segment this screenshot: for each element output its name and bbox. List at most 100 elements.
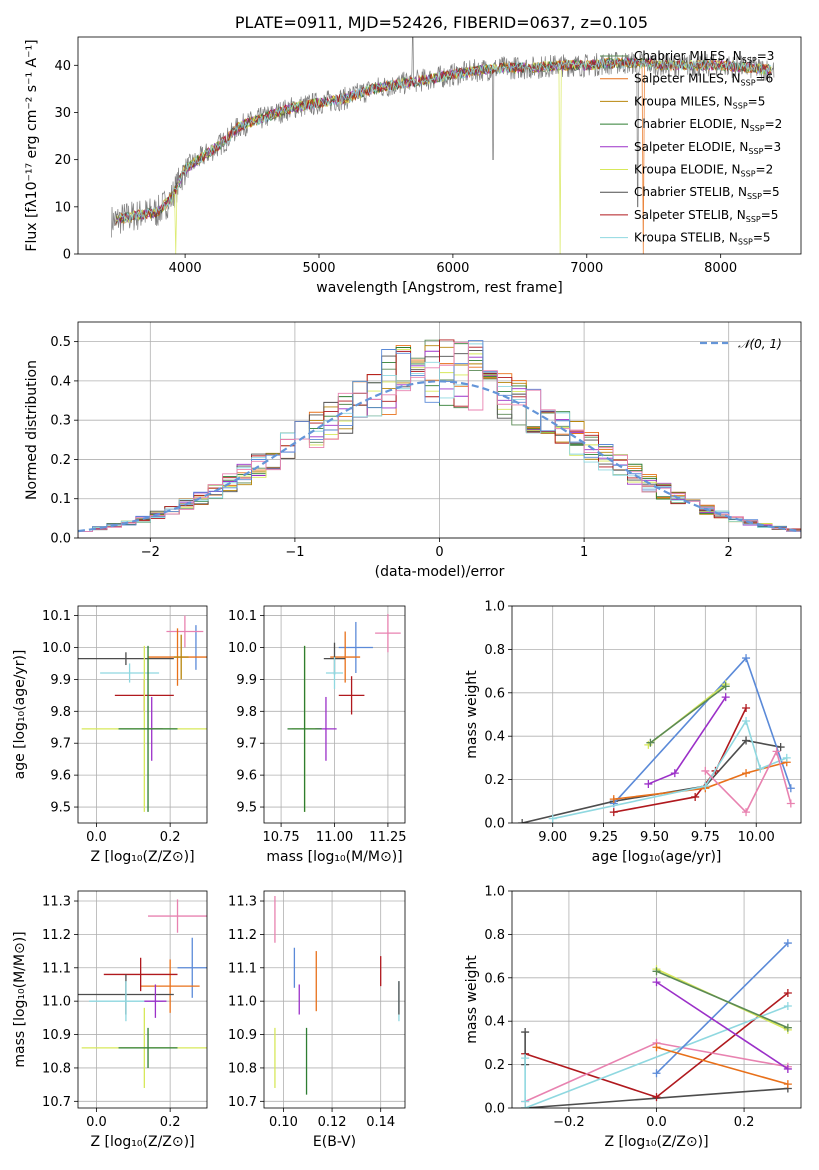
y-tick-label: 9.5 — [236, 801, 257, 816]
series-marker — [652, 1043, 661, 1052]
y-tick-label: 11.3 — [228, 895, 257, 910]
x-tick-label: −2 — [141, 545, 160, 560]
series-marker — [742, 717, 751, 726]
series-marker — [742, 654, 751, 663]
y-tick-label: 0.0 — [50, 532, 71, 547]
y-tick-label: 10.1 — [42, 609, 71, 624]
mass_vs_Z-panel: 0.0 0.2 10.7 10.8 10.9 11.0 11.1 11.2 11.3 Z [log… — [12, 890, 208, 1150]
series-marker — [742, 808, 751, 817]
data-point — [100, 663, 160, 683]
residuals-x-axis-label: (data-model)/error — [375, 564, 505, 580]
series-marker — [609, 795, 618, 804]
y-tick-label: 0.3 — [50, 414, 71, 429]
x-tick-label: 0.14 — [366, 1115, 395, 1130]
series-marker — [721, 693, 730, 702]
massweight_vs_age-panel: 9.00 9.25 9.50 9.75 10.00 0.0 0.2 0.4 0.6 0.8 1.0 a… — [464, 600, 802, 865]
series-marker — [548, 814, 557, 823]
y-tick-label: 9.6 — [50, 769, 71, 784]
observed-spectrum-line — [111, 37, 775, 238]
spectrum-plot-area — [111, 37, 775, 254]
legend-label: Salpeter STELIB, NSSP=5 — [634, 208, 778, 224]
massweight_vs_Z-y-axis-label: mass weight — [464, 955, 480, 1044]
data-point — [118, 1027, 178, 1068]
y-tick-label: 0.4 — [50, 374, 71, 389]
x-tick-label: 0.2 — [160, 1115, 181, 1130]
y-tick-label: 0.4 — [484, 730, 505, 745]
series-marker — [701, 782, 710, 791]
y-tick-label: 0.2 — [484, 773, 505, 788]
y-tick-label: 10.1 — [228, 609, 257, 624]
x-tick-label: 0.2 — [160, 830, 181, 845]
age_vs_Z-y-axis-label: age [log₁₀(age/yr)] — [12, 650, 28, 780]
data-point — [375, 613, 401, 653]
y-tick-label: 11.0 — [228, 995, 257, 1010]
residuals-y-axis-label: Normed distribution — [24, 360, 40, 500]
series-line — [656, 970, 789, 1029]
series-marker — [609, 808, 618, 817]
massweight_vs_age-y-axis-label: mass weight — [464, 670, 480, 759]
series-marker — [521, 1054, 530, 1063]
spectrum-legend: Chabrier MILES, NSSP=3 Salpeter MILES, NS… — [600, 49, 782, 247]
series-marker — [786, 784, 795, 793]
y-tick-label: 11.1 — [228, 961, 257, 976]
series-marker — [782, 753, 791, 762]
x-tick-label: 0.12 — [318, 1115, 347, 1130]
series-line — [656, 1046, 789, 1085]
series-marker — [783, 1023, 792, 1032]
series-marker — [756, 764, 765, 773]
x-tick-label: 0.0 — [86, 830, 107, 845]
y-tick-label: 0.6 — [484, 686, 505, 701]
y-tick-label: 11.3 — [42, 895, 71, 910]
series-line — [524, 1005, 789, 1108]
model-spectrum-line — [115, 56, 772, 254]
data-point — [338, 621, 373, 674]
series-marker — [701, 766, 710, 775]
data-point — [287, 645, 322, 812]
residual-histogram — [78, 341, 801, 538]
age_vs_Z-plot-area — [78, 615, 207, 812]
data-point — [177, 937, 207, 998]
series-marker — [742, 703, 751, 712]
x-tick-label: 9.50 — [640, 830, 669, 845]
y-tick-label: 20 — [54, 153, 71, 168]
y-tick-label: 0.2 — [484, 1058, 505, 1073]
series-marker — [652, 1069, 661, 1078]
residuals-panel: −2 −1 0 1 2 0.0 0.1 0.2 0.3 0.4 0.5 (data-model)/er… — [24, 321, 802, 580]
y-tick-label: 0.1 — [50, 492, 71, 507]
residual-legend: 𝒩(0, 1) — [700, 337, 782, 351]
x-tick-label: 4000 — [169, 261, 202, 276]
legend-label: Kroupa STELIB, NSSP=5 — [634, 231, 771, 247]
y-tick-label: 10.9 — [228, 1028, 257, 1043]
series-line — [649, 685, 727, 744]
x-tick-label: 0.0 — [86, 1115, 107, 1130]
legend-label: Chabrier STELIB, NSSP=5 — [634, 185, 780, 201]
y-tick-label: 0.2 — [50, 453, 71, 468]
x-tick-label: 9.25 — [589, 830, 618, 845]
series-marker — [652, 967, 661, 976]
massweight_vs_age-x-axis-label: age [log₁₀(age/yr)] — [592, 849, 722, 865]
legend-label: Kroupa ELODIE, NSSP=2 — [634, 163, 773, 179]
age_vs_mass-x-axis-label: mass [log₁₀(M/M⊙)] — [266, 849, 402, 865]
x-tick-label: 1 — [580, 545, 588, 560]
massweight_vs_Z-panel: −0.2 0.0 0.2 0.0 0.2 0.4 0.6 0.8 1.0 Z [log₁₀(Z/Z… — [464, 885, 802, 1150]
mass_vs_ebv-panel: 0.10 0.12 0.14 10.7 10.8 10.9 11.0 11.1 11.2 11.3… — [228, 890, 406, 1150]
y-tick-label: 11.2 — [42, 928, 71, 943]
chart-title: PLATE=0911, MJD=52426, FIBERID=0637, z=0… — [235, 13, 648, 32]
age_vs_mass-panel: 10.75 11.00 11.25 9.5 9.6 9.7 9.8 9.9 10.0 10.1 ma… — [228, 605, 407, 865]
series-line — [704, 749, 792, 814]
data-point — [103, 957, 178, 992]
x-tick-label: 0 — [435, 545, 443, 560]
massweight_vs_Z-plot-area — [521, 939, 792, 1108]
y-tick-label: 1.0 — [484, 600, 505, 615]
massweight_vs_age-frame — [511, 605, 802, 824]
series-marker — [521, 1028, 530, 1037]
residuals-plot-area — [78, 339, 801, 538]
y-tick-label: 10.8 — [228, 1061, 257, 1076]
series-marker — [521, 1097, 530, 1106]
y-tick-label: 10.0 — [42, 641, 71, 656]
data-point — [330, 631, 361, 683]
series-line — [655, 942, 789, 1074]
series-line — [656, 981, 789, 1070]
series-marker — [652, 1093, 661, 1102]
y-tick-label: 9.8 — [50, 705, 71, 720]
